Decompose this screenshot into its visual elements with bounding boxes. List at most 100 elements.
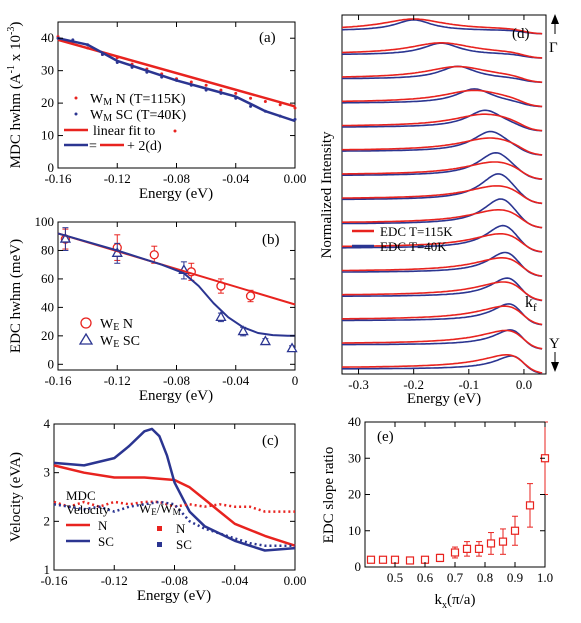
panel-b-ylabel: EDC hwhm (meV) [8, 239, 24, 353]
edc-curve-n [342, 329, 543, 350]
legend-marker-blue-triangle [78, 332, 94, 345]
panel-d-xlabel: Energy (eV) [407, 391, 481, 407]
x-tick-label: 0.5 [387, 570, 403, 585]
data-point-red [249, 96, 253, 100]
panel-c-ylabel: Velocity (eVA) [8, 452, 24, 542]
panel-c-plot-area [53, 427, 296, 552]
panel-a-label: (a) [259, 30, 276, 46]
panel-d: -0.3 -0.2 -0.1 0.0 (d) Energy (eV) Normaliz… [319, 14, 560, 407]
x-tick-label: 0.8 [477, 570, 493, 585]
legend-ratio-sc: SC [176, 537, 192, 552]
edc-curve-n [341, 185, 543, 205]
panel-b-label: (b) [262, 232, 280, 248]
data-point-square [462, 544, 472, 553]
x-tick-label: -0.1 [459, 377, 480, 392]
edc-curve-n [342, 256, 543, 277]
data-point-red [234, 91, 238, 95]
panel-c-label: (c) [262, 433, 279, 449]
y-tick-label: 80 [41, 242, 54, 257]
edc-curve-sc [342, 355, 543, 374]
data-point-red [189, 80, 193, 84]
panel-b-legend: WE N WE SC [78, 317, 140, 350]
series-line-blue [57, 36, 296, 123]
y-tick-label: 40 [41, 30, 54, 45]
edc-curve-sc [342, 251, 543, 277]
x-tick-label: -0.04 [221, 573, 249, 588]
x-tick-label: 1.0 [537, 570, 553, 585]
x-tick-label: -0.16 [44, 373, 72, 388]
y-tick-label: 20 [348, 487, 361, 502]
gamma-label: Γ [549, 40, 558, 56]
kf-label: kf [525, 294, 537, 314]
y-tick-label: 4 [44, 416, 51, 431]
x-tick-label: -0.12 [104, 373, 131, 388]
x-tick-label: 0.9 [507, 570, 523, 585]
edc-curve-n [341, 233, 543, 253]
x-tick-label: -0.2 [403, 377, 424, 392]
y-tick-label: 0 [48, 356, 55, 371]
legend-wm-n: WM N (T=115K) [90, 92, 186, 108]
fit-line-blue [57, 232, 295, 337]
y-tick-label: 30 [41, 63, 54, 78]
edc-curve-n [342, 89, 543, 108]
legend-marker-red-dot-2 [173, 129, 177, 133]
panel-a-plot-area [56, 35, 297, 123]
edc-curve-sc [342, 151, 543, 180]
edc-curve-sc [342, 329, 543, 350]
data-point-square [486, 539, 496, 548]
data-point-circle [149, 250, 159, 260]
edc-curve-sc [342, 109, 543, 132]
legend-fit-sum: + 2(d) [127, 139, 162, 154]
panel-a-legend: WM N (T=115K) WM SC (T=40K) linear fit t… [64, 92, 186, 154]
velocity-line-blue [53, 427, 296, 552]
data-point-red [219, 88, 223, 92]
edc-curve-n [342, 137, 543, 156]
x-tick-label: 0.6 [417, 570, 434, 585]
data-point-triangle [259, 335, 271, 346]
x-tick-label: -0.16 [44, 171, 72, 186]
data-point-square [366, 555, 376, 564]
legend-ratio-title: WE/WM [139, 501, 181, 517]
x-tick-label: 0 [292, 373, 299, 388]
x-tick-label: -0.12 [101, 573, 128, 588]
panel-d-frame [341, 14, 547, 375]
legend-marker-blue-square [157, 542, 162, 547]
y-point-label: Y [549, 336, 560, 352]
down-arrow-icon [551, 362, 559, 372]
panel-a-ylabel: MDC hwhm (A-1 x 10-3) [6, 22, 24, 169]
gamma-to-y-arrow: Γ Y [549, 14, 560, 372]
panel-c-xlabel: Energy (eV) [137, 588, 211, 604]
data-point-square [474, 544, 484, 553]
panel-c: -0.16 -0.12 -0.08 -0.04 0.00 1 2 3 4 (c) Energy … [8, 416, 306, 604]
legend-mdc-sc: SC [98, 534, 114, 549]
y-tick-label: 40 [41, 299, 54, 314]
edc-curve-sc [342, 88, 543, 108]
edc-curve-n [342, 281, 543, 302]
data-point-square [525, 501, 535, 510]
edc-curve-n [342, 209, 543, 229]
velocity-line-red [53, 464, 296, 547]
legend-marker-blue-dot [74, 112, 78, 116]
panel-a-xlabel: Energy (eV) [139, 186, 213, 202]
panel-d-ylabel: Normalized Intensity [319, 131, 335, 259]
x-tick-label: -0.16 [40, 573, 68, 588]
x-tick-label: -0.12 [104, 171, 131, 186]
data-point-square [498, 537, 508, 546]
legend-mdc-n: N [98, 518, 108, 533]
panel-d-legend: EDC T=115K EDC T=40K [352, 224, 453, 254]
legend-fit-sum-eq: = [89, 139, 97, 154]
edc-curve-sc [342, 277, 543, 302]
data-point-square [378, 555, 388, 564]
y-tick-label: 3 [44, 465, 51, 480]
data-point-square [510, 526, 520, 535]
panel-a: -0.16 -0.12 -0.08 -0.04 0.00 0 10 20 30 40 (a) En… [6, 21, 306, 202]
up-arrow-icon [551, 14, 559, 24]
legend-mdc-title: MDC [66, 488, 96, 503]
x-tick-label: 0.0 [516, 377, 532, 392]
legend-we-n: WE N [100, 317, 133, 333]
panel-d-axes: -0.3 -0.2 -0.1 0.0 [348, 15, 532, 392]
panel-d-label: (d) [512, 26, 530, 42]
legend-edc-115k: EDC T=115K [380, 224, 453, 239]
y-tick-label: 20 [41, 328, 54, 343]
data-point-triangle [286, 342, 298, 353]
